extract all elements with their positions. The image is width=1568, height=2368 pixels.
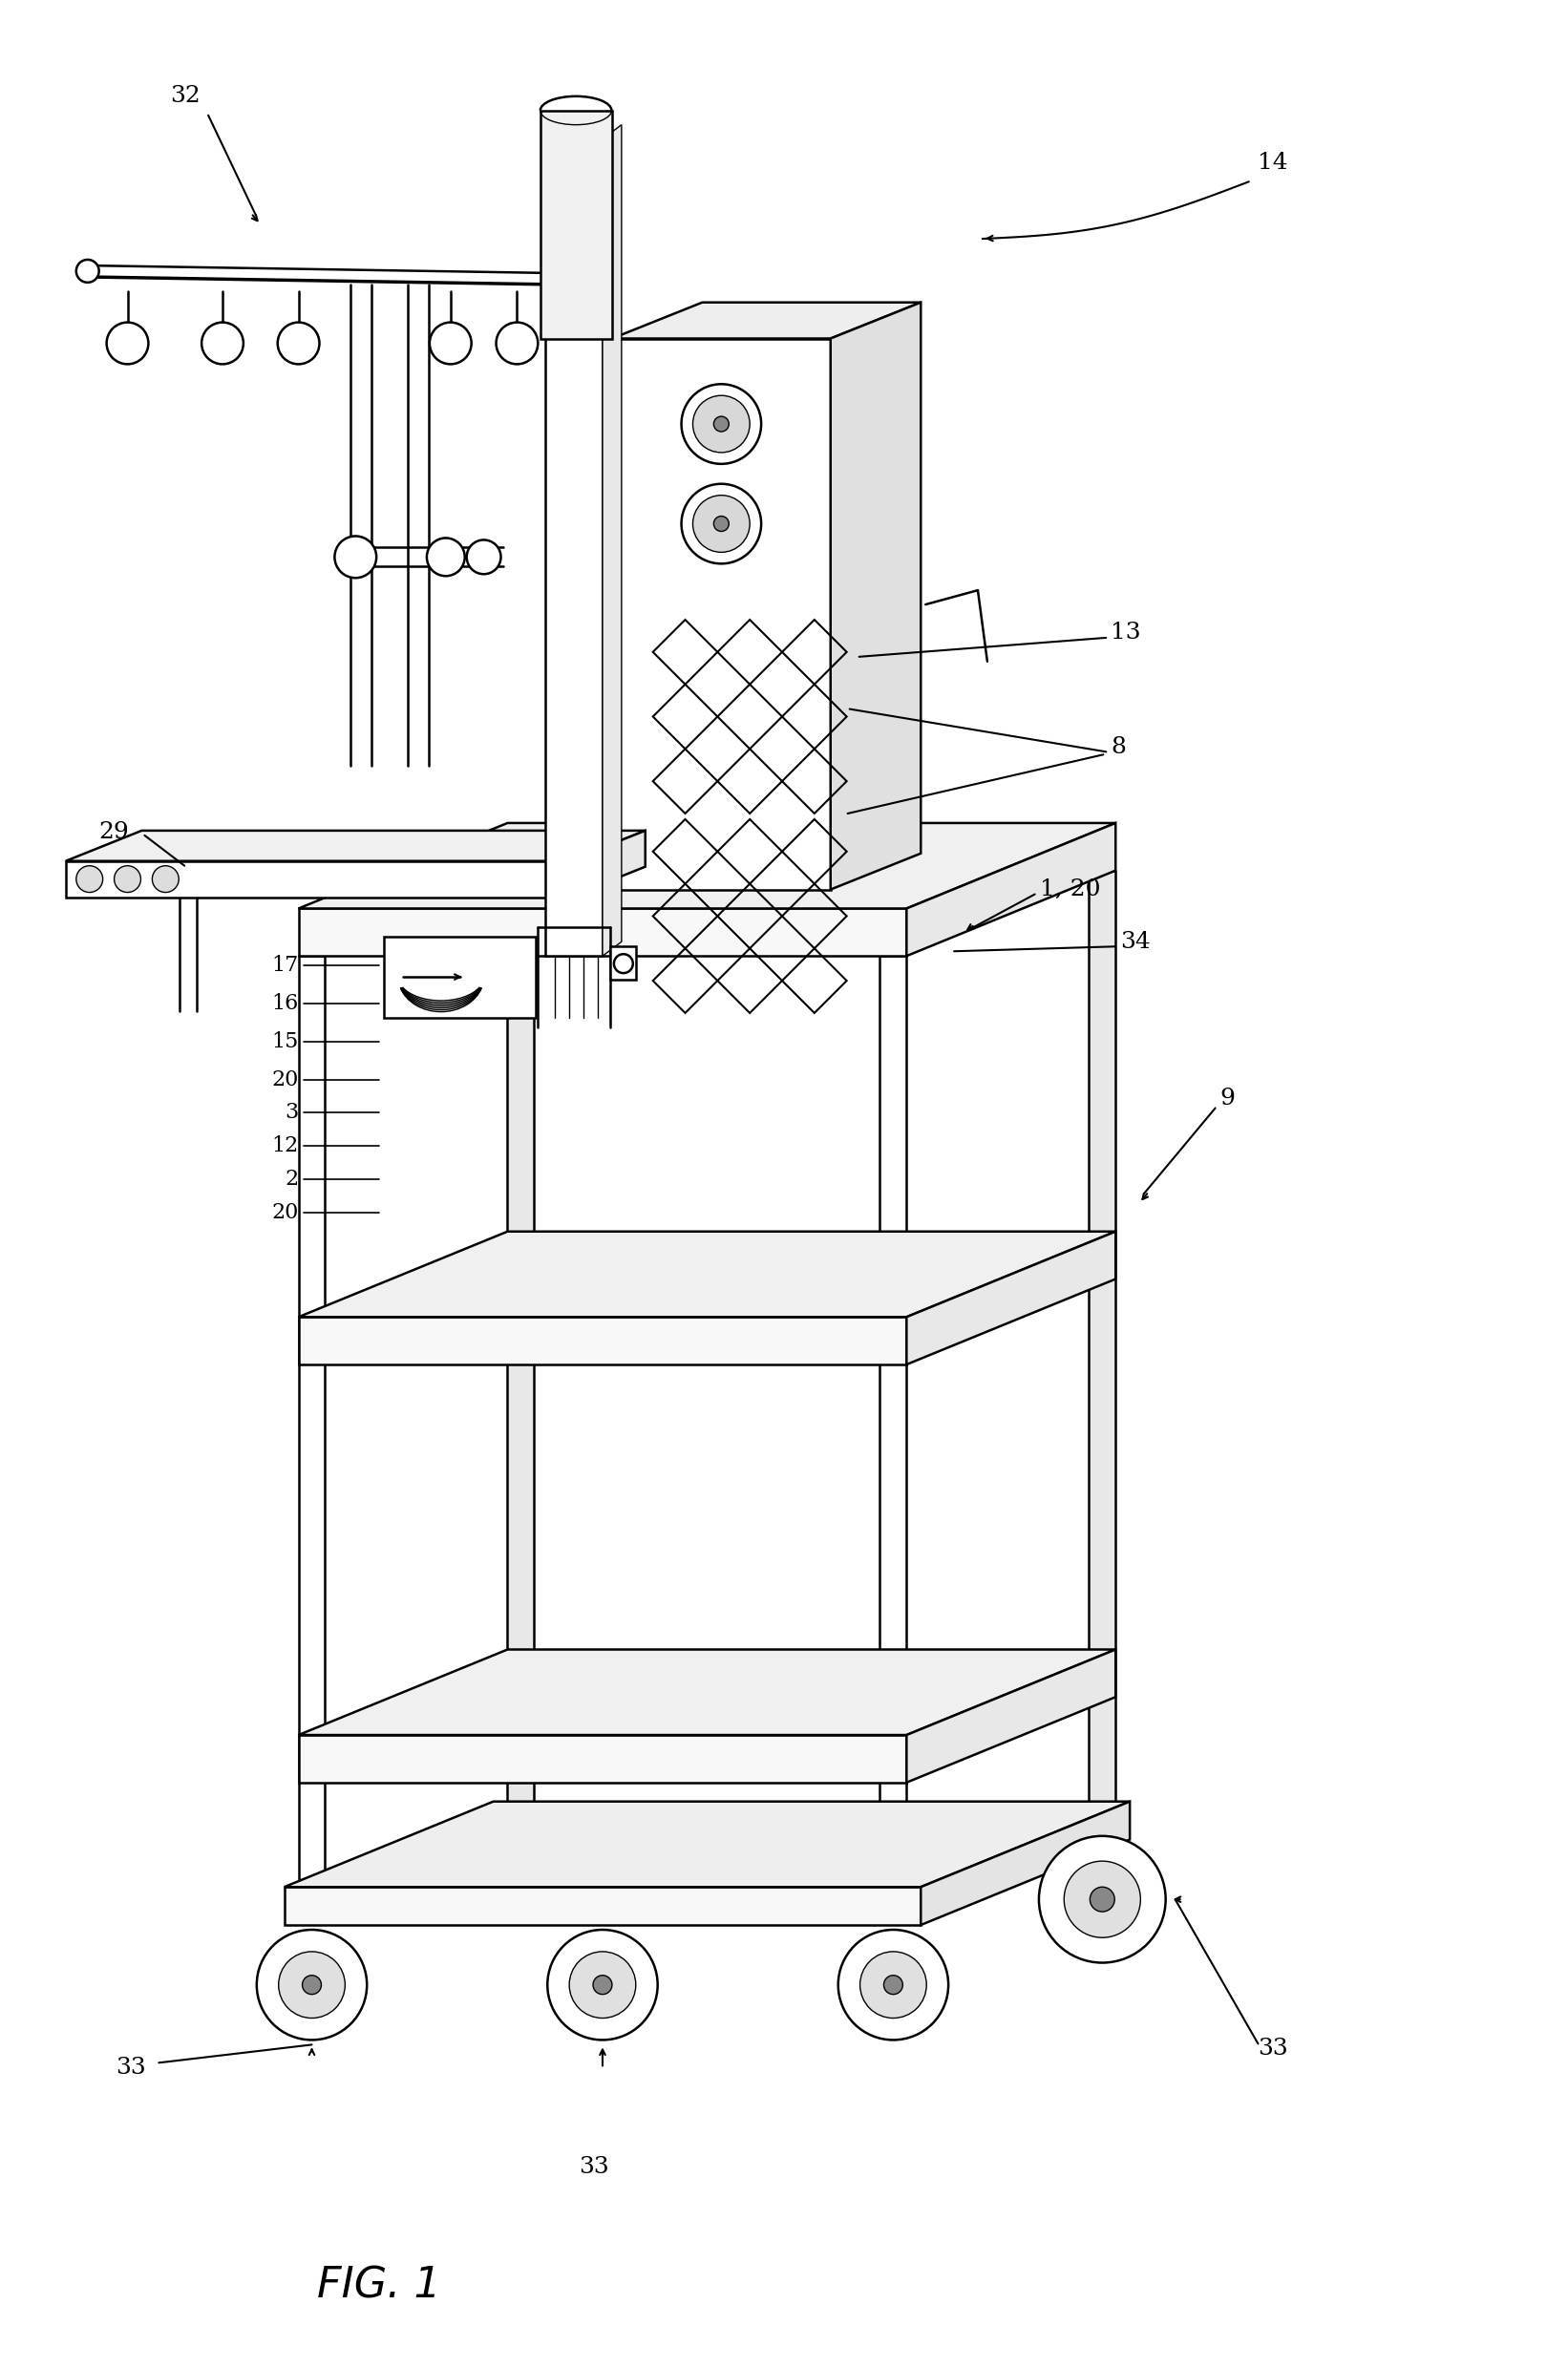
Polygon shape — [298, 1736, 906, 1783]
Circle shape — [693, 495, 750, 552]
Circle shape — [426, 538, 464, 575]
Polygon shape — [298, 1317, 906, 1364]
Circle shape — [152, 867, 179, 893]
Text: 20: 20 — [271, 1203, 298, 1222]
Text: 2: 2 — [285, 1170, 298, 1189]
Polygon shape — [298, 909, 906, 957]
Text: 12: 12 — [271, 1137, 298, 1156]
Text: 20: 20 — [271, 1068, 298, 1089]
Circle shape — [107, 322, 149, 365]
Polygon shape — [298, 1650, 1115, 1736]
Text: 1, 20: 1, 20 — [1040, 879, 1101, 900]
Text: 33: 33 — [116, 2055, 146, 2079]
Circle shape — [278, 322, 320, 365]
Circle shape — [693, 395, 750, 452]
Circle shape — [467, 540, 500, 573]
Circle shape — [713, 516, 729, 530]
Polygon shape — [546, 140, 602, 957]
Circle shape — [257, 1930, 367, 2039]
Polygon shape — [920, 1802, 1131, 1925]
Circle shape — [682, 384, 760, 464]
Circle shape — [593, 1975, 612, 1994]
Circle shape — [884, 1975, 903, 1994]
Polygon shape — [66, 831, 646, 862]
Text: 14: 14 — [1258, 152, 1289, 173]
Circle shape — [202, 322, 243, 365]
Text: 33: 33 — [1258, 2036, 1289, 2060]
Text: 29: 29 — [99, 822, 129, 843]
Circle shape — [1065, 1861, 1140, 1937]
Text: 33: 33 — [579, 2157, 608, 2179]
Text: 15: 15 — [271, 1030, 298, 1051]
Text: 17: 17 — [271, 954, 298, 976]
Polygon shape — [298, 824, 1115, 909]
Circle shape — [303, 1975, 321, 1994]
Polygon shape — [906, 824, 1115, 957]
Text: 16: 16 — [271, 992, 298, 1014]
Circle shape — [430, 322, 472, 365]
Polygon shape — [1090, 871, 1115, 1802]
Polygon shape — [298, 957, 325, 1887]
Polygon shape — [610, 947, 635, 980]
Text: 32: 32 — [171, 85, 201, 107]
Circle shape — [682, 483, 760, 564]
Polygon shape — [906, 1650, 1115, 1783]
Polygon shape — [384, 938, 536, 1018]
Polygon shape — [569, 831, 646, 897]
Polygon shape — [880, 957, 906, 1887]
Circle shape — [77, 260, 99, 282]
Circle shape — [114, 867, 141, 893]
Polygon shape — [612, 339, 831, 890]
Circle shape — [77, 867, 103, 893]
Polygon shape — [66, 862, 569, 897]
Circle shape — [495, 322, 538, 365]
Circle shape — [713, 417, 729, 431]
Circle shape — [279, 1951, 345, 2018]
Polygon shape — [906, 1231, 1115, 1364]
Circle shape — [1090, 1887, 1115, 1911]
Polygon shape — [612, 303, 920, 339]
Circle shape — [615, 954, 633, 973]
Circle shape — [547, 1930, 657, 2039]
Circle shape — [859, 1951, 927, 2018]
Text: 13: 13 — [1110, 623, 1142, 644]
Polygon shape — [831, 303, 920, 890]
Polygon shape — [508, 871, 535, 1802]
Polygon shape — [602, 126, 621, 957]
Circle shape — [1040, 1835, 1165, 1963]
Text: 8: 8 — [1110, 736, 1126, 758]
Text: 9: 9 — [1220, 1087, 1236, 1111]
Text: 34: 34 — [1120, 931, 1151, 952]
Polygon shape — [284, 1887, 920, 1925]
Text: FIG. 1: FIG. 1 — [317, 2266, 442, 2306]
Polygon shape — [541, 111, 612, 339]
Polygon shape — [298, 1231, 1115, 1317]
Circle shape — [839, 1930, 949, 2039]
Circle shape — [569, 1951, 635, 2018]
Circle shape — [334, 535, 376, 578]
Polygon shape — [284, 1802, 1131, 1887]
Text: 3: 3 — [285, 1101, 298, 1122]
